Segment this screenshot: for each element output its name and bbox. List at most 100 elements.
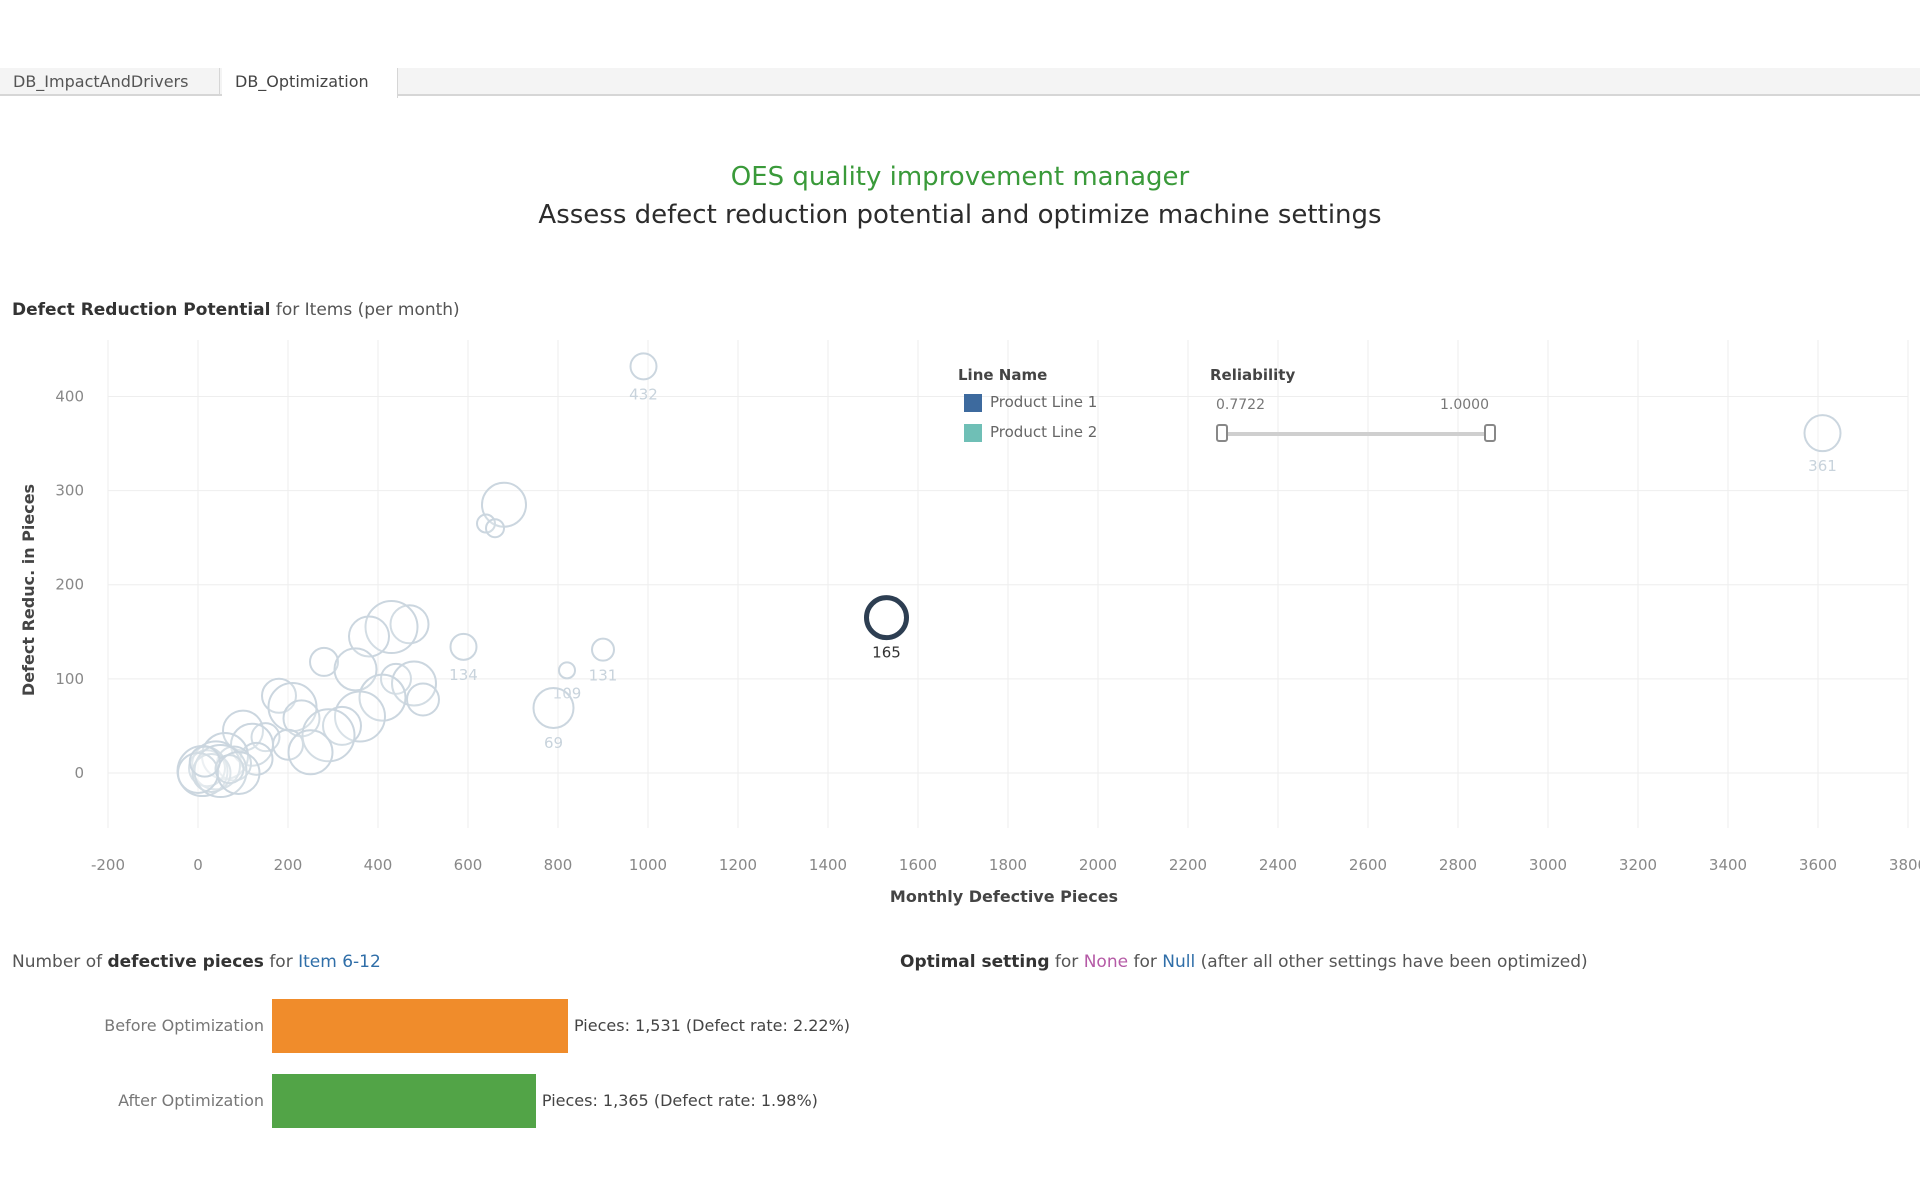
x-tick-label: 2200 [1169, 856, 1207, 874]
legend-swatch-product-line-2 [964, 423, 982, 442]
bubble-item [188, 745, 221, 778]
x-tick-label: 2000 [1079, 856, 1117, 874]
bubble-item [558, 661, 576, 680]
x-tick-label: -200 [91, 856, 125, 874]
bars-title-bold: defective pieces [107, 952, 264, 972]
bar-after-optimization[interactable] [272, 1074, 536, 1128]
y-tick-label: 200 [55, 576, 84, 594]
legend-label-product-line-1: Product Line 1 [990, 393, 1098, 411]
bubble-data-label: 69 [544, 734, 563, 752]
sheet-tab-bar: DB_ImpactAndDrivers DB_Optimization [0, 68, 1920, 98]
legend-swatch-product-line-1 [964, 393, 982, 412]
x-tick-label: 800 [544, 856, 573, 874]
bubble-item [389, 604, 430, 645]
x-tick-label: 1200 [719, 856, 757, 874]
x-tick-label: 600 [454, 856, 483, 874]
x-tick-label: 1600 [899, 856, 937, 874]
x-tick-label: 3600 [1799, 856, 1837, 874]
bars-title-item[interactable]: Item 6-12 [298, 952, 381, 972]
optimal-title-for2: for [1128, 952, 1163, 972]
bubble-data-label: 131 [589, 667, 618, 685]
y-tick-label: 100 [55, 670, 84, 688]
optimal-title-rest: (after all other settings have been opti… [1195, 952, 1588, 972]
bar-before-optimization[interactable] [272, 999, 568, 1053]
bubble-data-label: 432 [629, 385, 658, 403]
bubble-item [629, 352, 658, 381]
chart-axes: -200 0 200 400 600 800 1000 1200 1400 1600 1800 200… [19, 387, 1920, 906]
bubble-item-highlighted [864, 595, 909, 641]
bubble-item [261, 677, 297, 714]
bubble-item [301, 708, 356, 763]
chart-grid [107, 340, 1909, 828]
x-tick-label: 200 [274, 856, 303, 874]
y-tick-label: 0 [74, 764, 84, 782]
bars-section-title: Number of defective pieces for Item 6-12 [12, 952, 381, 972]
bars-title-middle: for [263, 952, 299, 972]
bubble-item [1803, 414, 1842, 453]
scatter-title-rest: for Items (per month) [270, 300, 460, 320]
reliability-filter-title: Reliability [1210, 366, 1296, 384]
x-axis-title: Monthly Defective Pieces [890, 887, 1118, 906]
defect-reduction-bubble-chart[interactable]: 43236116513413110969 -200020040060080010… [0, 320, 1920, 920]
bubble-data-label: 361 [1808, 457, 1837, 475]
bubble-item [591, 637, 615, 662]
optimal-title-for1: for [1049, 952, 1084, 972]
reliability-max-value: 1.0000 [1440, 397, 1489, 413]
bubble-item [287, 729, 334, 776]
legend-title: Line Name [958, 366, 1048, 384]
reliability-slider-track[interactable] [1222, 432, 1490, 436]
dashboard-title: OES quality improvement manager [730, 162, 1190, 192]
x-tick-label: 1800 [989, 856, 1027, 874]
bars-title-prefix: Number of [12, 952, 108, 972]
y-tick-label: 300 [55, 482, 84, 500]
legend-item-product-line-1[interactable]: Product Line 1 [964, 393, 1097, 412]
y-axis-title: Defect Reduc. in Pieces [19, 484, 38, 696]
legend-item-product-line-2[interactable]: Product Line 2 [964, 423, 1097, 442]
bubble-data-label: 165 [872, 644, 901, 662]
x-tick-label: 3000 [1529, 856, 1567, 874]
bubble-item [216, 750, 261, 795]
tab-db-optimization[interactable]: DB_Optimization [222, 68, 398, 98]
y-tick-label: 400 [55, 387, 84, 405]
bubble-item [406, 682, 440, 717]
bar-data-label-after: Pieces: 1,365 (Defect rate: 1.98%) [541, 1091, 818, 1110]
x-tick-label: 400 [364, 856, 393, 874]
x-tick-label: 3200 [1619, 856, 1657, 874]
chart-bubbles: 43236116513413110969 [176, 352, 1842, 799]
x-tick-label: 1000 [629, 856, 667, 874]
x-tick-label: 1400 [809, 856, 847, 874]
bar-label-before: Before Optimization [104, 1016, 264, 1035]
dashboard-subtitle: Assess defect reduction potential and op… [538, 200, 1382, 230]
bubble-item [348, 615, 390, 658]
bubble-item [358, 673, 407, 722]
x-tick-label: 2800 [1439, 856, 1477, 874]
scatter-title-bold: Defect Reduction Potential [12, 300, 271, 320]
tab-db-impact-and-drivers[interactable]: DB_ImpactAndDrivers [0, 68, 220, 96]
bubble-item [485, 518, 505, 539]
reliability-min-handle[interactable] [1216, 424, 1228, 442]
bar-data-label-before: Pieces: 1,531 (Defect rate: 2.22%) [574, 1016, 851, 1035]
optimal-title-none: None [1083, 952, 1129, 972]
bubble-item [309, 646, 339, 677]
reliability-max-handle[interactable] [1484, 424, 1496, 442]
bar-label-after: After Optimization [118, 1091, 264, 1110]
x-tick-label: 2400 [1259, 856, 1297, 874]
optimal-title-bold: Optimal setting [900, 952, 1050, 972]
bubble-item [214, 754, 245, 785]
bubble-item [193, 744, 248, 799]
bubble-item [532, 687, 575, 729]
x-tick-label: 3400 [1709, 856, 1747, 874]
scatter-section-title: Defect Reduction Potential for Items (pe… [12, 300, 460, 320]
bubble-item [333, 647, 378, 692]
bubble-item [239, 741, 274, 776]
optimal-section-title: Optimal setting for None for Null (after… [900, 952, 1588, 972]
bubble-item [191, 752, 232, 793]
optimal-title-null: Null [1162, 952, 1196, 972]
x-tick-label: 2600 [1349, 856, 1387, 874]
bubble-data-label: 134 [449, 666, 478, 684]
bubble-item [391, 660, 437, 707]
bubble-item [364, 600, 419, 655]
bubble-item [322, 705, 362, 746]
reliability-min-value: 0.7722 [1216, 397, 1265, 413]
